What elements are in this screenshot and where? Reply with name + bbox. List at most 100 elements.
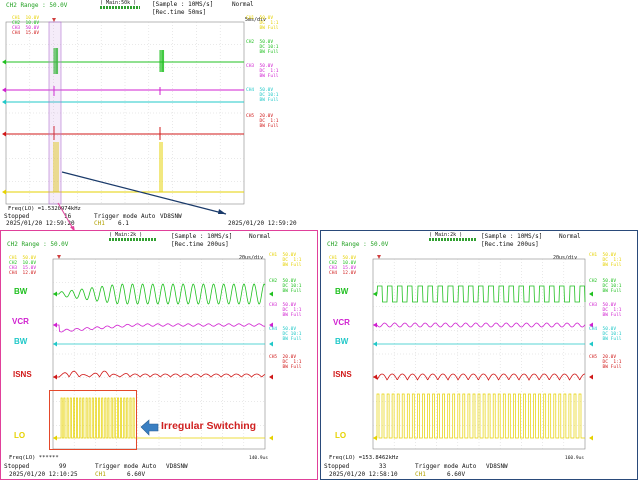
legend-ch1: CH1 50.0V: [9, 256, 37, 261]
range-readout: CH2 Range : 50.0V: [7, 241, 69, 248]
trigger-marker: [52, 18, 56, 22]
label-vcr: VCR: [333, 318, 350, 327]
date-left: 2025/01/20 12:59:20: [6, 220, 75, 227]
range-readout: CH2 Range : 50.0V: [327, 241, 389, 248]
legend-ch3: CH3 15.0V: [329, 266, 357, 271]
status-text: Stopped: [4, 463, 30, 470]
acq-mode: Normal: [559, 233, 581, 240]
zoom-waveform-display: [372, 255, 593, 450]
vdsnw-label: VD8SNW: [160, 213, 182, 220]
channel-marker: [2, 131, 6, 137]
channel-marker: [269, 341, 273, 347]
acq-count: 16: [64, 213, 72, 220]
channel-info-ch3: CH3 50.0V DC 1:1 BW Full: [269, 303, 302, 318]
callout-arrow-icon: [140, 419, 159, 436]
timebase: 5ms/div: [245, 17, 267, 23]
zoom-label: ( Main:2k ): [429, 232, 463, 238]
channel-marker: [2, 87, 6, 93]
trace-isns: [53, 370, 266, 378]
trace-vcr: [53, 323, 266, 333]
channel-marker: [589, 435, 593, 441]
freq-readout: Freq(LO) =1.5320974kHz: [8, 206, 81, 212]
zoom-panel-regular: CH2 Range : 50.0V ( Main:2k ) [Sample : …: [320, 230, 638, 480]
status-text: Stopped: [324, 463, 350, 470]
channel-marker: [373, 291, 377, 297]
trigger-level: 6.1: [118, 220, 129, 227]
legend-ch2: CH2 10.0V: [329, 261, 357, 266]
channel-info-ch5: CH5 20.0V DC 1:1 BW Full: [246, 114, 279, 129]
rec-time: [Rec.time 200us]: [481, 241, 539, 248]
label-lo: LO: [335, 431, 347, 440]
acq-mode: Normal: [249, 233, 271, 240]
channel-marker: [53, 341, 57, 347]
range-readout: CH2 Range : 50.0V: [6, 2, 68, 9]
channel-info-ch4: CH4 50.0V DC 10:1 BW Full: [246, 88, 279, 103]
label-bw2: BW: [335, 337, 349, 346]
label-bw: BW: [335, 287, 349, 296]
sample-readout: [Sample : 10MS/s]: [481, 233, 543, 240]
channel-info-ch3: CH3 50.0V DC 1:1 BW Full: [246, 64, 279, 79]
channel-marker: [269, 435, 273, 441]
record-bar: [100, 6, 140, 9]
legend-ch4: CH4 12.0V: [329, 271, 357, 276]
channel-marker: [589, 322, 593, 328]
channel-marker: [373, 374, 377, 380]
sample-readout: [Sample : 10MS/s]: [152, 1, 214, 8]
date-text: 2025/01/20 12:10:25: [9, 471, 78, 478]
trigger-mode: Trigger mode Auto: [95, 463, 157, 470]
channel-marker: [53, 322, 57, 328]
acq-mode: Normal: [232, 1, 254, 8]
channel-marker: [589, 291, 593, 297]
channel-info-ch5: CH5 20.0V DC 1:1 BW Full: [589, 355, 622, 370]
channel-info-ch4: CH4 50.0V DC 10:1 BW Full: [589, 327, 622, 342]
channel-marker: [373, 341, 377, 347]
status-text: Stopped: [4, 213, 30, 220]
channel-marker: [589, 374, 593, 380]
freq-readout: Freq(LO) =153.8462kHz: [329, 455, 399, 461]
channel-marker: [2, 99, 6, 105]
channel-info-ch2: CH2 50.0V DC 10:1 BW Full: [246, 40, 279, 55]
channel-info-ch3: CH3 50.0V DC 1:1 BW Full: [589, 303, 622, 318]
date-right: 2025/01/20 12:59:20: [228, 220, 297, 227]
timebase: 20us/div: [553, 255, 578, 261]
trace-lo: [53, 397, 265, 439]
channel-marker: [53, 435, 57, 441]
acq-count: 99: [59, 463, 67, 470]
date-text: 2025/01/20 12:58:10: [329, 471, 398, 478]
label-bw: BW: [14, 287, 28, 296]
label-lo: LO: [14, 431, 26, 440]
zoom-waveform-display: [52, 255, 273, 450]
legend-ch4: CH4 15.0V: [12, 31, 40, 36]
record-bar: [109, 238, 157, 241]
sample-readout: [Sample : 10MS/s]: [171, 233, 233, 240]
label-isns: ISNS: [13, 370, 32, 379]
timebase: 20us/div: [239, 255, 264, 261]
trace-bw: [373, 285, 586, 303]
end-time: 160.9us: [565, 456, 584, 461]
legend-ch3: CH3 50.0V: [12, 26, 40, 31]
freq-readout: Freq(LO) ******: [9, 455, 59, 461]
trigger-marker: [57, 255, 61, 259]
main-capture-panel: CH2 Range : 50.0V ( Main:50k ) [Sample :…: [0, 0, 320, 228]
zoom-region: [48, 21, 62, 205]
end-time: 140.9us: [249, 456, 268, 461]
channel-marker: [589, 341, 593, 347]
channel-info-ch5: CH5 20.0V DC 1:1 BW Full: [269, 355, 302, 370]
trigger-source: CH1: [95, 471, 106, 478]
acq-count: 33: [379, 463, 387, 470]
zoom-panel-irregular: CH2 Range : 50.0V ( Main:2k ) [Sample : …: [0, 230, 318, 480]
channel-marker: [373, 322, 377, 328]
callout-text: Irregular Switching: [161, 420, 257, 432]
label-bw2: BW: [14, 337, 28, 346]
channel-marker: [53, 374, 57, 380]
legend-ch1: CH1 10.0V: [12, 16, 40, 21]
label-vcr: VCR: [12, 317, 29, 326]
channel-marker: [269, 322, 273, 328]
legend-ch2: CH2 10.0V: [12, 21, 40, 26]
trace-isns: [373, 373, 585, 381]
vdsnw-label: VD8SNW: [166, 463, 188, 470]
legend-ch2: CH2 10.0V: [9, 261, 37, 266]
trace-vcr: [373, 322, 586, 328]
zoom-label: ( Main:2k ): [109, 232, 143, 238]
label-isns: ISNS: [333, 370, 352, 379]
